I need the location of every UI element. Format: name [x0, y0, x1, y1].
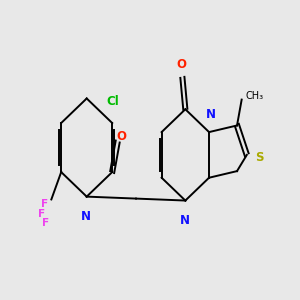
- Text: N: N: [180, 214, 190, 227]
- Text: F: F: [41, 199, 48, 209]
- Text: Cl: Cl: [106, 95, 119, 108]
- Text: N: N: [81, 210, 91, 224]
- Text: O: O: [176, 58, 186, 71]
- Text: O: O: [116, 130, 126, 143]
- Text: F: F: [38, 209, 45, 219]
- Text: N: N: [206, 108, 215, 121]
- Text: S: S: [255, 151, 264, 164]
- Text: CH₃: CH₃: [245, 91, 263, 101]
- Text: F: F: [42, 218, 49, 228]
